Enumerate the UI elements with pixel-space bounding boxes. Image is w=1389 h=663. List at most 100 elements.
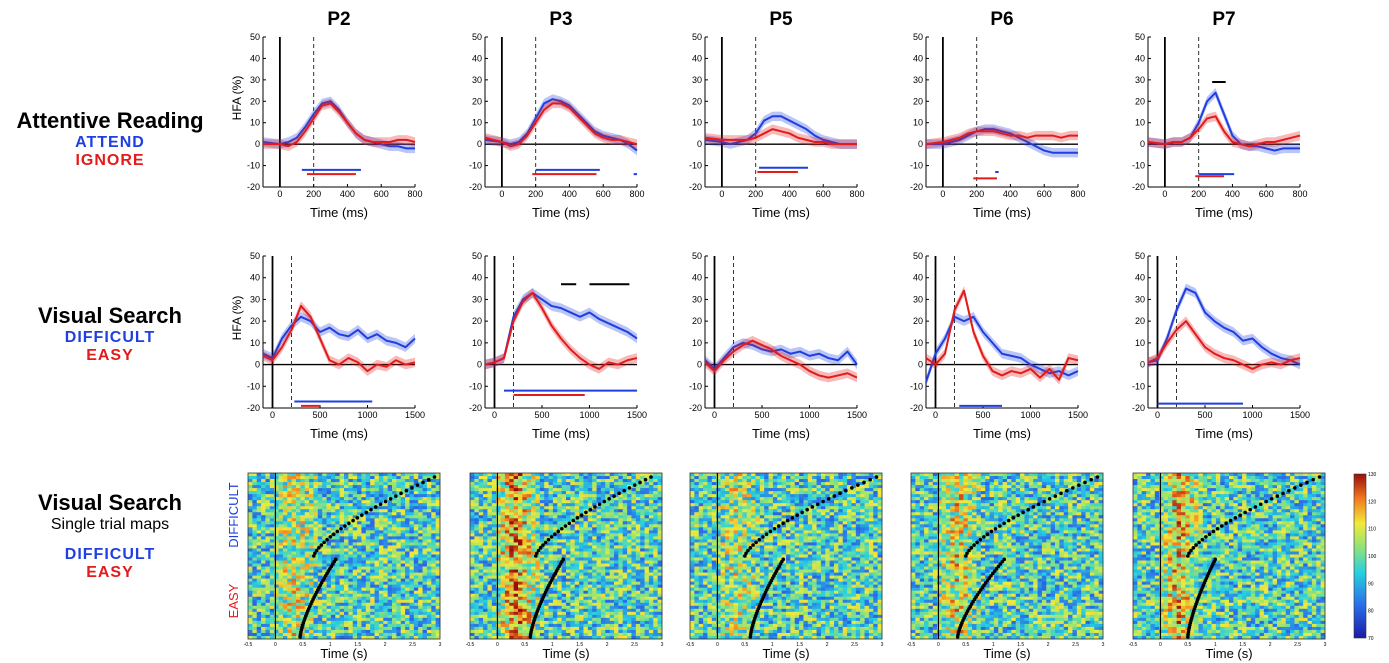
heatmap-cell — [518, 485, 523, 489]
y-tick-label: -20 — [910, 182, 923, 192]
heatmap-cell — [348, 539, 354, 543]
heatmap-cell — [557, 602, 563, 607]
heatmap-cell — [587, 479, 593, 483]
heatmap-cell — [330, 581, 336, 586]
heatmap-cell — [339, 545, 345, 549]
heatmap-cell — [518, 614, 523, 619]
heatmap-cell — [335, 527, 341, 531]
heatmap-cell — [400, 626, 406, 631]
heatmap-cell — [248, 635, 253, 640]
heatmap-cell — [378, 623, 384, 628]
heatmap-cell — [357, 482, 362, 486]
heatmap-cell — [330, 476, 336, 480]
heatmap-cell — [287, 506, 293, 510]
heatmap-cell — [256, 482, 262, 486]
heatmap-cell — [265, 557, 271, 561]
heatmap-cell — [326, 590, 332, 595]
heatmap-cell — [344, 500, 349, 504]
heatmap-cell — [252, 530, 258, 534]
heatmap-cell — [248, 602, 253, 607]
heatmap-cell — [474, 569, 480, 573]
heatmap-cell — [596, 578, 602, 583]
heatmap-cell — [539, 533, 545, 537]
heatmap-cell — [317, 593, 323, 598]
heatmap-cell — [265, 500, 271, 504]
heatmap-cell — [561, 506, 567, 510]
series-line — [484, 98, 638, 152]
heatmap-cell — [252, 626, 258, 631]
heatmap-cell — [500, 599, 506, 604]
heatmap-cell — [561, 569, 567, 573]
heatmap-cell — [361, 521, 367, 525]
heatmap-cell — [596, 596, 602, 601]
heatmap-cell — [648, 548, 654, 552]
heatmap-cell — [522, 584, 528, 589]
heatmap-cell — [357, 635, 362, 640]
heatmap-cell — [413, 575, 419, 580]
heatmap-cell — [487, 542, 493, 546]
heatmap-cell — [357, 551, 362, 555]
heatmap-cell — [539, 500, 545, 504]
heatmap-cell — [252, 485, 258, 489]
heatmap-cell — [396, 620, 402, 625]
heatmap-cell — [478, 485, 484, 489]
heatmap-cell — [300, 560, 306, 564]
y-tick-label: 0 — [1140, 360, 1145, 370]
heatmap-cell — [282, 563, 288, 567]
heatmap-cell — [330, 497, 336, 501]
heatmap-cell — [587, 518, 593, 522]
heatmap-cell — [383, 482, 389, 486]
heatmap-cell — [287, 524, 293, 528]
heatmap-cell — [500, 533, 506, 537]
heatmap-cell — [522, 563, 528, 567]
heatmap-cell — [518, 584, 523, 589]
heatmap-cell — [644, 485, 650, 489]
heatmap-cell — [265, 491, 271, 495]
heatmap-cell — [592, 569, 597, 573]
heatmap-cell — [600, 575, 606, 580]
heatmap-cell — [339, 554, 345, 558]
heatmap-cell — [274, 536, 279, 540]
heatmap-cell — [478, 614, 484, 619]
heatmap-cell — [657, 575, 663, 580]
heatmap-cell — [317, 629, 323, 634]
heatmap-cell — [539, 593, 545, 598]
heatmap-cell — [330, 587, 336, 592]
heatmap-cell — [640, 608, 645, 613]
heatmap-cell — [378, 542, 384, 546]
heatmap-cell — [352, 632, 358, 637]
heatmap-cell — [526, 485, 532, 489]
heatmap-cell — [278, 491, 284, 495]
heatmap-cell — [500, 545, 506, 549]
heatmap-cell — [491, 557, 497, 561]
heatmap-cell — [544, 557, 549, 561]
heatmap-cell — [256, 506, 262, 510]
heatmap-cell — [296, 623, 301, 628]
heatmap-cell — [252, 566, 258, 570]
heatmap-cell — [561, 602, 567, 607]
heatmap-cell — [413, 569, 419, 573]
heatmap-cell — [392, 602, 397, 607]
heatmap-cell — [405, 473, 410, 477]
heatmap-cell — [405, 620, 410, 625]
heatmap-cell — [296, 602, 301, 607]
heatmap-cell — [631, 524, 637, 528]
heatmap-cell — [596, 482, 602, 486]
heatmap-cell — [370, 551, 375, 555]
heatmap-cell — [496, 611, 501, 616]
heatmap-cell — [509, 479, 515, 483]
heatmap-cell — [574, 581, 580, 586]
heatmap-cell — [491, 485, 497, 489]
heatmap-cell — [339, 563, 345, 567]
heatmap-cell — [348, 560, 354, 564]
heatmap-cell — [274, 620, 279, 625]
heatmap-cell — [265, 560, 271, 564]
heatmap-cell — [478, 572, 484, 577]
heatmap-cell — [261, 578, 266, 583]
heatmap-cell — [513, 533, 519, 537]
heatmap-cell — [648, 545, 654, 549]
heatmap-cell — [300, 593, 306, 598]
heatmap-cell — [478, 608, 484, 613]
heatmap-cell — [574, 542, 580, 546]
heatmap-cell — [609, 494, 615, 498]
